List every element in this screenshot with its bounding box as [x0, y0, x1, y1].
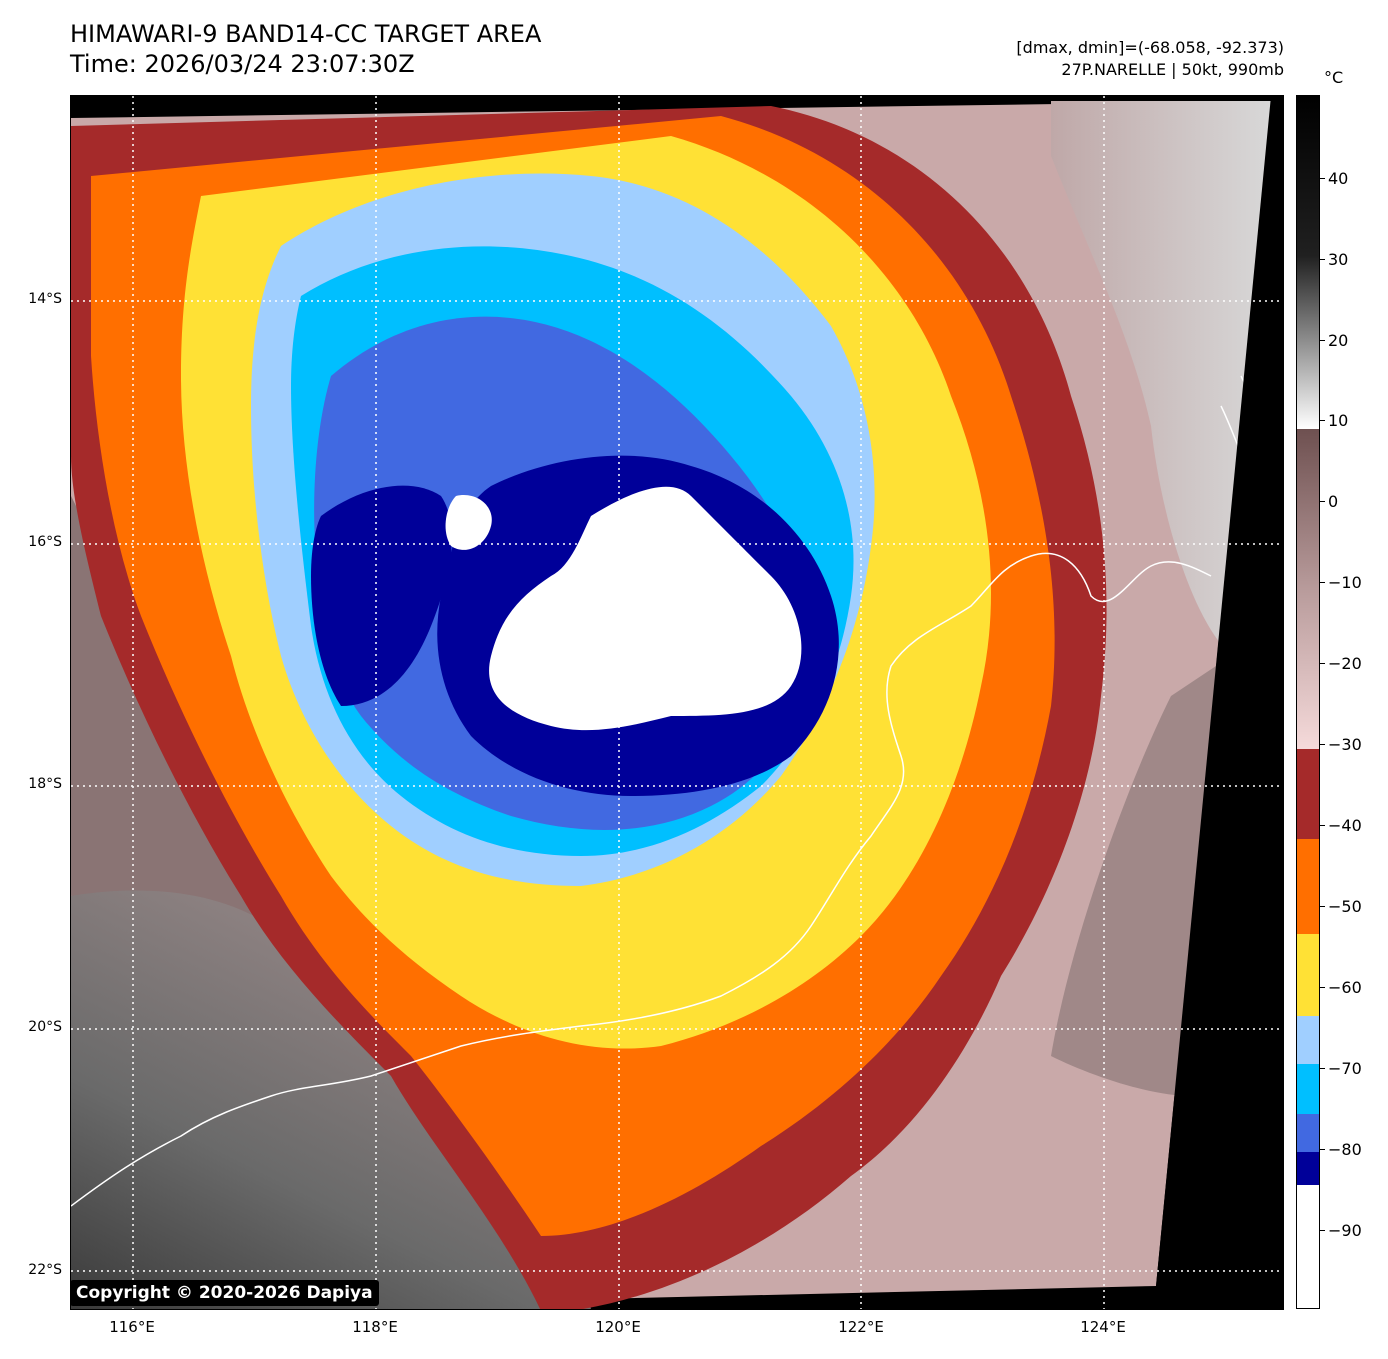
- satellite-image: [71, 96, 1283, 1309]
- colorbar-tick-mark: [1320, 663, 1325, 664]
- colorbar-tick-mark: [1320, 340, 1325, 341]
- lon-label: 124°E: [1080, 1318, 1126, 1336]
- no-data-region: [1156, 96, 1283, 1309]
- colorbar-tick-label: −90: [1328, 1221, 1362, 1240]
- lon-label: 118°E: [352, 1318, 398, 1336]
- colorbar-tick-mark: [1320, 906, 1325, 907]
- gridlines: [71, 96, 1283, 1309]
- colorbar-tick-label: 20: [1328, 331, 1349, 350]
- colorbar-tick-mark: [1320, 825, 1325, 826]
- colorbar-tick-mark: [1320, 178, 1325, 179]
- colorbar-tick-label: −50: [1328, 897, 1362, 916]
- coastline: [71, 552, 1212, 1207]
- colorbar-tick-label: −30: [1328, 735, 1362, 754]
- copyright-badge: Copyright © 2020-2026 Dapiya: [70, 1280, 379, 1306]
- storm-info: 27P.NARELLE | 50kt, 990mb: [1061, 60, 1284, 79]
- colorbar: [1296, 95, 1320, 1309]
- colorbar-unit: °C: [1324, 68, 1344, 87]
- colorbar-gradient: [1297, 96, 1319, 1308]
- colorbar-tick-mark: [1320, 1149, 1325, 1150]
- chart-title: HIMAWARI-9 BAND14-CC TARGET AREA: [70, 20, 542, 48]
- colorbar-tick-label: 10: [1328, 411, 1349, 430]
- lat-label: 20°S: [28, 1019, 62, 1035]
- colorbar-tick-label: −80: [1328, 1140, 1362, 1159]
- coldest-core-white: [489, 486, 802, 731]
- land-region-southwest: [71, 877, 591, 1309]
- observation-time: Time: 2026/03/24 23:07:30Z: [70, 50, 415, 78]
- colorbar-tick-label: −70: [1328, 1059, 1362, 1078]
- dmax-dmin-info: [dmax, dmin]=(-68.058, -92.373): [1016, 38, 1284, 57]
- colorbar-tick-label: 40: [1328, 169, 1349, 188]
- satellite-map: [70, 95, 1284, 1310]
- colorbar-tick-mark: [1320, 582, 1325, 583]
- colorbar-tick-label: 0: [1328, 492, 1339, 511]
- lat-label: 14°S: [28, 291, 62, 307]
- colorbar-tick-label: −20: [1328, 654, 1362, 673]
- lon-label: 116°E: [109, 1318, 155, 1336]
- colorbar-tick-label: −10: [1328, 573, 1362, 592]
- lat-label: 18°S: [28, 776, 62, 792]
- lat-label: 16°S: [28, 534, 62, 550]
- lat-label: 22°S: [28, 1262, 62, 1278]
- colorbar-tick-mark: [1320, 744, 1325, 745]
- ring-navy-west: [311, 485, 452, 706]
- colorbar-tick-mark: [1320, 987, 1325, 988]
- colorbar-tick-mark: [1320, 420, 1325, 421]
- colorbar-tick-mark: [1320, 501, 1325, 502]
- coldest-spot-west: [445, 495, 492, 550]
- colorbar-tick-label: −40: [1328, 816, 1362, 835]
- colorbar-tick-mark: [1320, 1068, 1325, 1069]
- colorbar-tick-label: 30: [1328, 250, 1349, 269]
- colorbar-tick-mark: [1320, 259, 1325, 260]
- lon-label: 120°E: [595, 1318, 641, 1336]
- land-region-northeast: [1051, 101, 1271, 656]
- lon-label: 122°E: [838, 1318, 884, 1336]
- colorbar-tick-label: −60: [1328, 978, 1362, 997]
- land-region-west: [71, 496, 361, 926]
- colorbar-tick-mark: [1320, 1230, 1325, 1231]
